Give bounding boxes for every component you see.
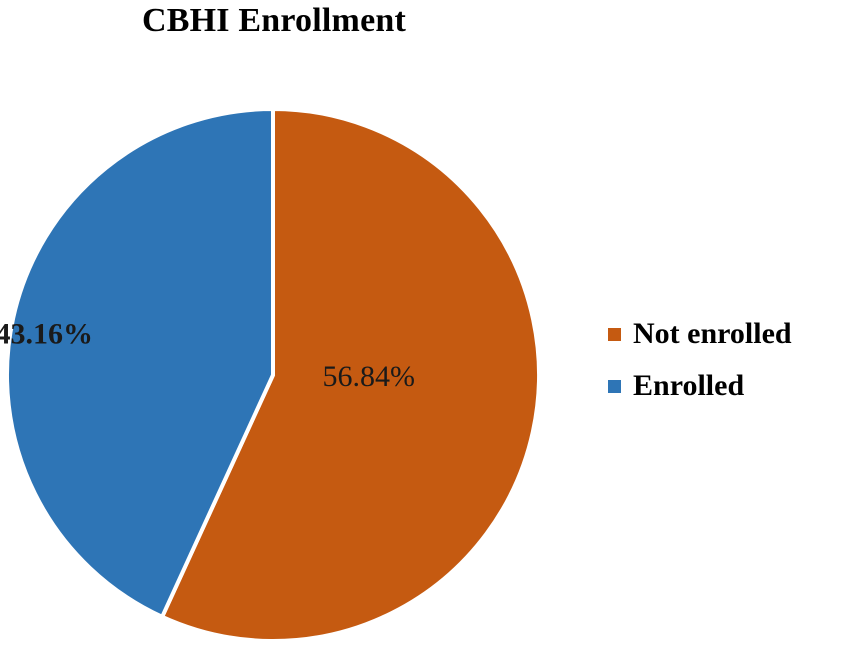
legend: Not enrolled Enrolled — [608, 308, 792, 412]
data-label-enrolled: 43.16% — [0, 317, 93, 350]
data-label-not-enrolled: 56.84% — [323, 360, 416, 393]
pie-slice-not-enrolled — [160, 107, 541, 643]
chart-title: CBHI Enrollment — [141, 2, 406, 39]
legend-swatch-not-enrolled — [608, 327, 621, 341]
legend-label-not-enrolled: Not enrolled — [633, 317, 792, 350]
legend-item-enrolled: Enrolled — [608, 360, 792, 412]
legend-item-not-enrolled: Not enrolled — [608, 308, 792, 360]
legend-swatch-enrolled — [608, 379, 621, 393]
pie-slice-enrolled — [5, 107, 275, 619]
legend-label-enrolled: Enrolled — [633, 369, 745, 402]
